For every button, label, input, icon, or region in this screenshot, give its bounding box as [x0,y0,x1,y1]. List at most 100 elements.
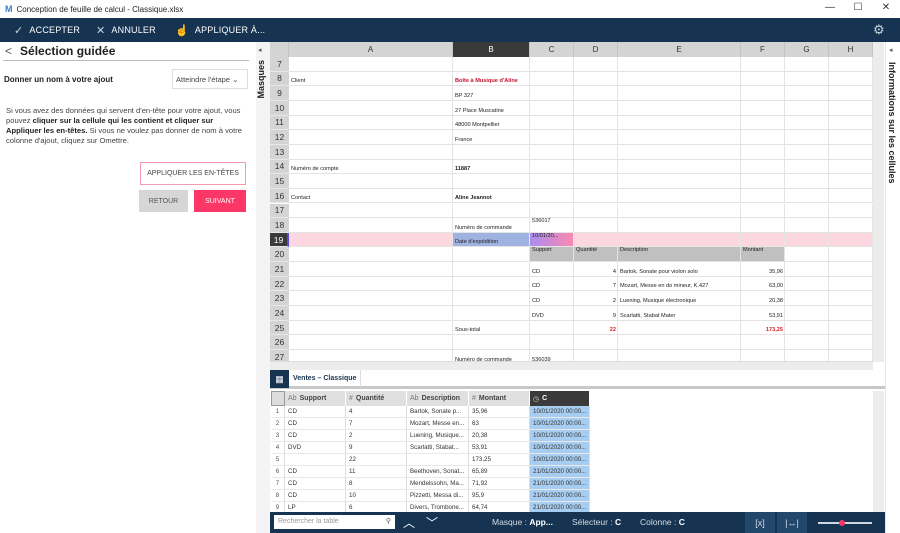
empty-cell[interactable] [785,335,829,350]
column-header-D[interactable]: D [574,42,618,57]
empty-cell[interactable] [530,320,574,336]
apply-to-button[interactable]: ☝ APPLIQUER À... [175,18,265,42]
empty-cell[interactable] [574,335,618,350]
maximize-button[interactable]: ☐ [853,2,863,13]
empty-cell[interactable] [741,71,785,87]
back-chevron-icon[interactable]: < [5,44,13,58]
cell-F20[interactable]: Montant [741,247,785,263]
grid-cell[interactable]: 35,96 [469,406,530,418]
cell-E23[interactable]: Luening, Musique électronique [618,291,741,307]
column-header-H[interactable]: H [829,42,873,57]
empty-cell[interactable] [741,100,785,116]
fit-width-icon[interactable]: |↔| [777,512,807,533]
grid-cell[interactable]: Scarlatti, Stabat... [407,442,469,454]
row-number[interactable]: 3 [271,430,285,442]
empty-cell[interactable] [453,262,530,277]
grid-cell[interactable]: 21/01/2020 00:00... [530,466,590,478]
grid-cell[interactable]: Mendelssohn, Ma... [407,478,469,490]
empty-cell[interactable] [785,218,829,233]
empty-cell[interactable] [289,130,453,145]
cell-E20[interactable]: Description [618,247,741,263]
grid-cell[interactable]: 64,74 [469,502,530,512]
empty-cell[interactable] [741,203,785,219]
row-header-9[interactable]: 9 [270,86,289,101]
select-all-checkbox[interactable] [271,391,285,406]
empty-cell[interactable] [453,57,530,72]
empty-cell[interactable] [741,144,785,160]
back-button[interactable]: RETOUR [139,190,188,212]
empty-cell[interactable] [785,130,829,145]
empty-cell[interactable] [289,174,453,189]
settings-gear-icon[interactable]: ⚙ [873,22,885,37]
row-number[interactable]: 6 [271,466,285,478]
cell-F25[interactable]: 173,25 [741,320,785,336]
empty-cell[interactable] [530,130,574,145]
cell-C24[interactable]: DVD [530,306,574,321]
grid-cell[interactable]: 6 [346,502,407,512]
empty-cell[interactable] [289,291,453,307]
empty-cell[interactable] [530,115,574,131]
empty-cell[interactable] [785,100,829,116]
empty-cell[interactable] [829,188,873,204]
cell-B14[interactable]: 11887 [453,159,530,175]
row-number[interactable]: 1 [271,406,285,418]
grid-vertical-scrollbar[interactable] [873,391,884,512]
row-header-8[interactable]: 8 [270,71,289,87]
empty-cell[interactable] [829,218,873,233]
empty-cell[interactable] [785,291,829,307]
empty-cell[interactable] [574,86,618,101]
empty-cell[interactable] [829,174,873,189]
cell-E24[interactable]: Scarlatti, Stabat Mater [618,306,741,321]
masks-side-tab[interactable]: ◂ Masques [256,42,270,533]
grid-cell[interactable]: 21/01/2020 00:00... [530,490,590,502]
grid-cell[interactable]: Bartok, Sonate p... [407,406,469,418]
grid-header-description[interactable]: Ab Description [407,391,469,406]
spreadsheet[interactable]: A B C D E F G H 7 8 Client Boîte à Musique d'Aline 9… [270,42,885,370]
column-header-G[interactable]: G [785,42,829,57]
cancel-button[interactable]: ✕ ANNULER [96,18,156,42]
column-header-C[interactable]: C [530,42,574,57]
accept-button[interactable]: ✓ ACCEPTER [14,18,80,42]
grid-cell[interactable]: 10/01/2020 00:00... [530,406,590,418]
empty-cell[interactable] [741,130,785,145]
grid-header-montant[interactable]: # Montant [469,391,530,406]
empty-cell[interactable] [530,203,574,219]
grid-cell[interactable]: Divers, Trombone... [407,502,469,512]
grid-cell[interactable]: 71,92 [469,478,530,490]
empty-cell[interactable] [574,130,618,145]
empty-cell[interactable] [618,232,741,248]
empty-cell[interactable] [453,276,530,292]
grid-header-quantité[interactable]: # Quantité [346,391,407,406]
row-header-13[interactable]: 13 [270,144,289,160]
empty-cell[interactable] [829,130,873,145]
grid-cell[interactable]: 21/01/2020 00:00... [530,478,590,490]
grid-cell[interactable]: 10/01/2020 00:00... [530,430,590,442]
empty-cell[interactable] [618,100,741,116]
empty-cell[interactable] [453,144,530,160]
column-header-F[interactable]: F [741,42,785,57]
row-header-22[interactable]: 22 [270,276,289,292]
empty-cell[interactable] [785,174,829,189]
collapse-icon[interactable]: ◂ [258,47,262,54]
grid-cell[interactable]: 63 [469,418,530,430]
empty-cell[interactable] [289,232,453,248]
empty-cell[interactable] [574,203,618,219]
grid-cell[interactable]: 10 [346,490,407,502]
row-number[interactable]: 7 [271,478,285,490]
next-button[interactable]: SUIVANT [194,190,246,212]
empty-cell[interactable] [785,306,829,321]
cell-B19[interactable]: Date d'expédition [453,232,530,248]
grid-cell[interactable]: Luening, Musique... [407,430,469,442]
grid-cell[interactable]: DVD [285,442,346,454]
grid-cell[interactable] [407,454,469,466]
grid-cell[interactable]: CD [285,490,346,502]
grid-cell[interactable]: 11 [346,466,407,478]
empty-cell[interactable] [530,188,574,204]
row-header-17[interactable]: 17 [270,203,289,219]
grid-cell[interactable]: 65,89 [469,466,530,478]
zoom-slider[interactable] [818,520,872,526]
empty-cell[interactable] [785,232,829,248]
row-header-12[interactable]: 12 [270,130,289,145]
column-header-E[interactable]: E [618,42,741,57]
row-header-10[interactable]: 10 [270,100,289,116]
